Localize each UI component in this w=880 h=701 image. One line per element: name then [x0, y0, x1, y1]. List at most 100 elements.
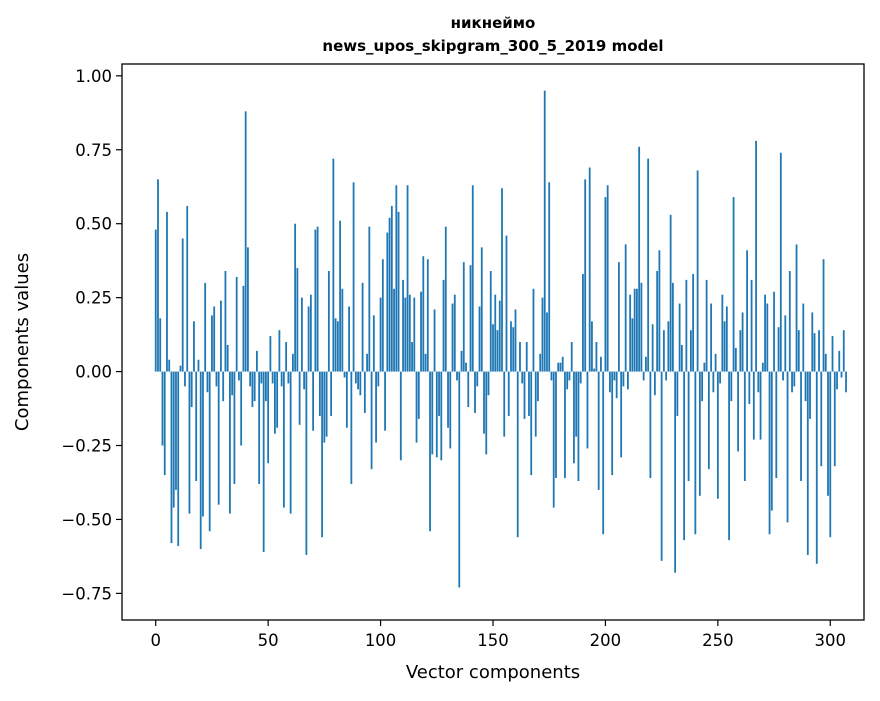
bar-32 — [226, 344, 229, 372]
bar-33 — [229, 371, 231, 514]
bar-298 — [824, 353, 827, 372]
bar-127 — [440, 371, 443, 461]
bar-269 — [759, 371, 762, 440]
bar-272 — [766, 303, 769, 372]
bar-30 — [222, 371, 225, 402]
bar-236 — [685, 279, 688, 372]
bar-5 — [166, 211, 168, 372]
bar-208 — [622, 371, 625, 387]
bar-231 — [674, 371, 677, 573]
bar-156 — [505, 235, 508, 372]
bar-171 — [539, 353, 542, 372]
bar-160 — [514, 309, 517, 372]
bar-95 — [368, 226, 371, 372]
bar-185 — [570, 342, 573, 372]
bar-49 — [265, 371, 267, 402]
bar-203 — [611, 371, 614, 476]
bar-193 — [588, 167, 591, 372]
bar-234 — [680, 344, 683, 372]
bar-37 — [238, 371, 240, 381]
bar-85 — [345, 371, 348, 428]
bar-141 — [471, 185, 474, 372]
bar-202 — [609, 371, 611, 393]
bar-26 — [213, 306, 216, 372]
bar-43 — [251, 371, 254, 408]
bar-276 — [775, 371, 778, 479]
bar-285 — [795, 244, 798, 372]
bar-8 — [172, 371, 175, 508]
bar-221 — [651, 324, 654, 372]
bar-251 — [719, 371, 721, 384]
bar-57 — [282, 371, 285, 508]
bar-162 — [519, 342, 521, 372]
bar-219 — [647, 158, 650, 372]
bar-245 — [705, 279, 708, 372]
bar-42 — [249, 371, 252, 387]
bar-289 — [804, 371, 807, 402]
bar-184 — [568, 371, 571, 381]
bar-71 — [314, 229, 317, 372]
bar-107 — [395, 185, 398, 372]
bar-241 — [696, 170, 699, 372]
bar-111 — [404, 297, 407, 372]
bar-78 — [330, 371, 333, 416]
bar-226 — [662, 330, 665, 372]
bar-259 — [737, 371, 739, 452]
bar-250 — [716, 371, 719, 499]
bar-101 — [381, 259, 384, 372]
bar-261 — [741, 312, 744, 372]
bar-252 — [721, 294, 724, 372]
bar-6 — [168, 359, 171, 372]
bar-9 — [175, 371, 177, 490]
bar-96 — [370, 371, 373, 470]
bar-207 — [620, 371, 623, 458]
bar-77 — [327, 271, 330, 372]
bar-97 — [372, 315, 375, 372]
y-tick-label: −0.75 — [61, 584, 112, 603]
bar-303 — [836, 371, 838, 390]
bar-53 — [274, 371, 276, 434]
bar-10 — [177, 371, 180, 547]
bar-294 — [815, 371, 818, 564]
bar-80 — [334, 318, 337, 372]
bar-296 — [820, 371, 823, 467]
bar-233 — [678, 303, 681, 372]
bar-228 — [667, 321, 670, 372]
y-axis-ticks: −0.75 −0.50 −0.25 0.00 0.25 0.50 0.75 1.00 — [61, 67, 122, 603]
bar-227 — [665, 371, 668, 381]
bar-257 — [732, 197, 735, 372]
bar-159 — [512, 327, 515, 372]
bar-224 — [658, 250, 661, 372]
bar-84 — [343, 371, 346, 378]
bar-186 — [573, 371, 575, 464]
bar-68 — [307, 306, 310, 372]
bar-213 — [633, 288, 636, 372]
bar-240 — [694, 371, 697, 535]
bar-262 — [743, 371, 746, 481]
bar-0 — [154, 229, 157, 372]
bar-275 — [773, 291, 775, 372]
chart-title-line-2: news_upos_skipgram_300_5_2019 model — [322, 37, 663, 55]
bar-163 — [521, 371, 524, 384]
bar-92 — [361, 282, 364, 372]
bar-142 — [474, 371, 476, 413]
bar-70 — [312, 371, 315, 431]
bar-2 — [159, 318, 162, 372]
bar-302 — [833, 371, 836, 467]
bar-65 — [300, 297, 303, 372]
bar-237 — [687, 371, 690, 481]
bar-301 — [831, 336, 834, 372]
bar-143 — [476, 371, 479, 387]
bar-218 — [645, 356, 647, 372]
bar-11 — [179, 365, 182, 372]
bar-205 — [615, 371, 618, 399]
bar-13 — [184, 371, 186, 387]
bar-270 — [761, 362, 764, 372]
bar-28 — [217, 371, 220, 505]
bar-119 — [422, 256, 425, 372]
bar-81 — [336, 321, 339, 372]
bar-59 — [287, 371, 290, 384]
bar-264 — [748, 371, 751, 405]
